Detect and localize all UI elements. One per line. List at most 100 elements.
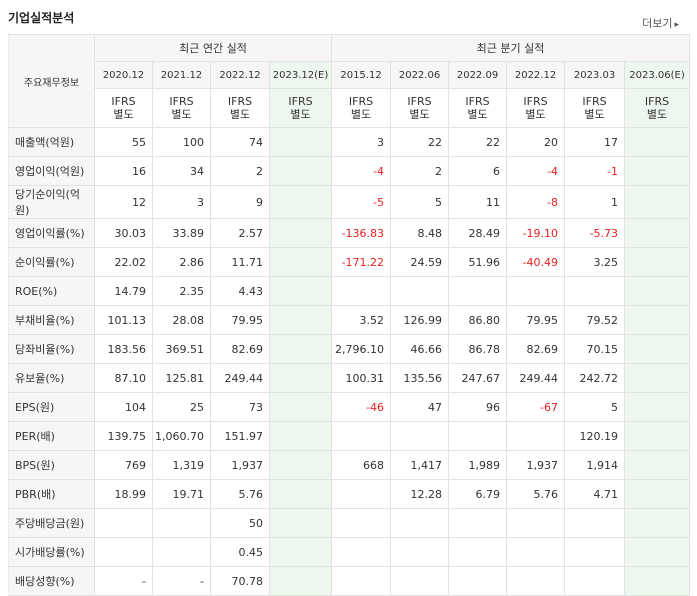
table-cell: 55 — [94, 127, 153, 157]
table-cell — [331, 421, 392, 451]
period-header: 2023.12(E) — [268, 61, 333, 89]
table-cell: 28.08 — [152, 305, 211, 335]
ifrs-label: IFRS 별도 — [564, 88, 626, 128]
table-cell: 1,937 — [210, 450, 270, 480]
table-cell: 120.19 — [564, 421, 626, 451]
table-cell: 22 — [448, 127, 508, 157]
table-cell: 12.28 — [390, 479, 450, 509]
table-cell: - — [94, 566, 153, 596]
table-cell — [506, 421, 566, 451]
table-row: PER(배) 139.75 1,060.70 151.97 120.19 — [8, 421, 691, 451]
table-cell — [268, 247, 333, 277]
period-header: 2015.12 — [331, 61, 392, 89]
table-cell: 17 — [564, 127, 626, 157]
table-row: 순이익률(%) 22.02 2.86 11.71 -171.22 24.59 51.96 -4… — [8, 247, 691, 277]
table-cell: 2 — [210, 156, 270, 186]
table-cell: 12 — [94, 185, 153, 219]
more-link[interactable]: 더보기 ▸ — [642, 15, 679, 31]
financial-table: 주요재무정보 최근 연간 실적 최근 분기 실적 2020.12 2021.12 2… — [8, 34, 691, 596]
period-header: 2022.06 — [390, 61, 450, 89]
table-cell: 20 — [506, 127, 566, 157]
table-cell: 5.76 — [506, 479, 566, 509]
table-row: 당기순이익(억원) 12 3 9 -5 5 11 -8 1 — [8, 185, 691, 219]
table-row: 주당배당금(원) 50 — [8, 508, 691, 538]
row-label: 유보율(%) — [8, 363, 95, 393]
ifrs-label: IFRS 별도 — [624, 88, 691, 128]
table-cell: 104 — [94, 392, 153, 422]
table-row: 당좌비율(%) 183.56 369.51 82.69 2,796.10 46.66 86.… — [8, 334, 691, 364]
table-cell — [268, 185, 333, 219]
table-cell: 125.81 — [152, 363, 211, 393]
table-cell — [448, 421, 508, 451]
table-cell: 87.10 — [94, 363, 153, 393]
table-cell — [624, 276, 691, 306]
table-cell: 73 — [210, 392, 270, 422]
table-cell — [331, 508, 392, 538]
table-cell: 8.48 — [390, 218, 450, 248]
table-row: 영업이익(억원) 16 34 2 -4 2 6 -4 -1 — [8, 156, 691, 186]
table-cell — [152, 508, 211, 538]
row-label: 부채비율(%) — [8, 305, 95, 335]
table-cell: -19.10 — [506, 218, 566, 248]
table-cell: 6 — [448, 156, 508, 186]
table-cell: 135.56 — [390, 363, 450, 393]
table-cell: 2.35 — [152, 276, 211, 306]
table-body: 매출액(억원) 55 100 74 3 22 22 20 17 영업이익(억원) 16 34 2 -4 2 6… — [8, 127, 691, 596]
table-cell — [448, 537, 508, 567]
table-cell: 101.13 — [94, 305, 153, 335]
table-cell — [564, 508, 626, 538]
row-label: 순이익률(%) — [8, 247, 95, 277]
table-cell — [268, 566, 333, 596]
table-row: PBR(배) 18.99 19.71 5.76 12.28 6.79 5.76 4.71 — [8, 479, 691, 509]
table-cell: 74 — [210, 127, 270, 157]
table-cell: -46 — [331, 392, 392, 422]
table-cell: -171.22 — [331, 247, 392, 277]
table-cell: 249.44 — [210, 363, 270, 393]
table-cell — [390, 537, 450, 567]
table-cell: 151.97 — [210, 421, 270, 451]
period-header-row: 2020.12 2021.12 2022.12 2023.12(E) 2015.12 20… — [9, 61, 691, 89]
row-label: ROE(%) — [8, 276, 95, 306]
table-row: BPS(원) 769 1,319 1,937 668 1,417 1,989 1,937 1,9… — [8, 450, 691, 480]
table-cell — [331, 566, 392, 596]
table-cell: 4.43 — [210, 276, 270, 306]
table-cell — [624, 127, 691, 157]
table-cell: 22.02 — [94, 247, 153, 277]
table-cell — [390, 508, 450, 538]
period-header: 2023.03 — [564, 61, 626, 89]
table-cell: 79.52 — [564, 305, 626, 335]
table-cell — [624, 566, 691, 596]
table-row: 유보율(%) 87.10 125.81 249.44 100.31 135.56 247.6… — [8, 363, 691, 393]
table-row: 시가배당률(%) 0.45 — [8, 537, 691, 567]
table-cell — [268, 450, 333, 480]
period-header: 2022.12 — [506, 61, 566, 89]
ifrs-label: IFRS 별도 — [448, 88, 508, 128]
table-cell — [268, 508, 333, 538]
table-cell — [331, 479, 392, 509]
table-cell: 0.45 — [210, 537, 270, 567]
table-cell: 769 — [94, 450, 153, 480]
table-cell — [564, 276, 626, 306]
table-cell — [268, 421, 333, 451]
ifrs-label: IFRS 별도 — [94, 88, 153, 128]
table-cell: 30.03 — [94, 218, 153, 248]
table-cell: 3 — [331, 127, 392, 157]
table-cell — [624, 537, 691, 567]
table-cell — [624, 421, 691, 451]
table-row: 영업이익률(%) 30.03 33.89 2.57 -136.83 8.48 28.49 -1… — [8, 218, 691, 248]
table-cell: 1,060.70 — [152, 421, 211, 451]
table-cell: 139.75 — [94, 421, 153, 451]
table-cell: -136.83 — [331, 218, 392, 248]
table-cell — [624, 156, 691, 186]
table-cell — [448, 276, 508, 306]
table-cell — [390, 421, 450, 451]
header-corner: 주요재무정보 — [8, 34, 95, 128]
quarter-group-header: 최근 분기 실적 — [331, 34, 691, 62]
table-cell: 249.44 — [506, 363, 566, 393]
section-title: 기업실적분석 — [8, 11, 75, 25]
table-cell: -4 — [331, 156, 392, 186]
table-cell: 96 — [448, 392, 508, 422]
table-cell: 16 — [94, 156, 153, 186]
table-cell: 5 — [564, 392, 626, 422]
table-cell — [331, 537, 392, 567]
